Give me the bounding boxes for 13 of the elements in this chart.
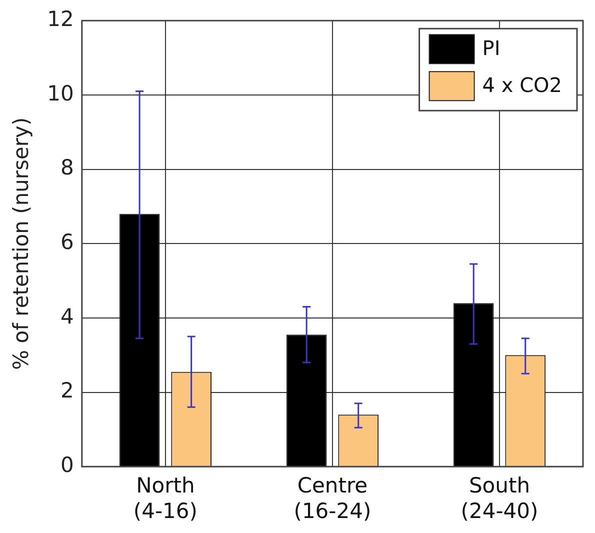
- x-tick-label: South (24-40): [460, 474, 538, 523]
- x-tick-label: North (4-16): [133, 474, 198, 523]
- y-tick-label: 4: [60, 304, 74, 328]
- y-tick-label: 8: [60, 156, 74, 180]
- y-tick-label: 2: [60, 378, 74, 403]
- y-tick-label: 6: [60, 230, 74, 254]
- legend-label: 4 x CO2: [482, 72, 562, 97]
- y-tick-label: 0: [60, 453, 74, 478]
- x-tick-label: Centre (16-24): [294, 474, 372, 523]
- legend-label: PI: [482, 36, 500, 60]
- y-tick-label: 10: [47, 81, 74, 106]
- y-axis-title: % of retention (nursery): [9, 117, 34, 370]
- y-tick-label: 12: [47, 7, 74, 32]
